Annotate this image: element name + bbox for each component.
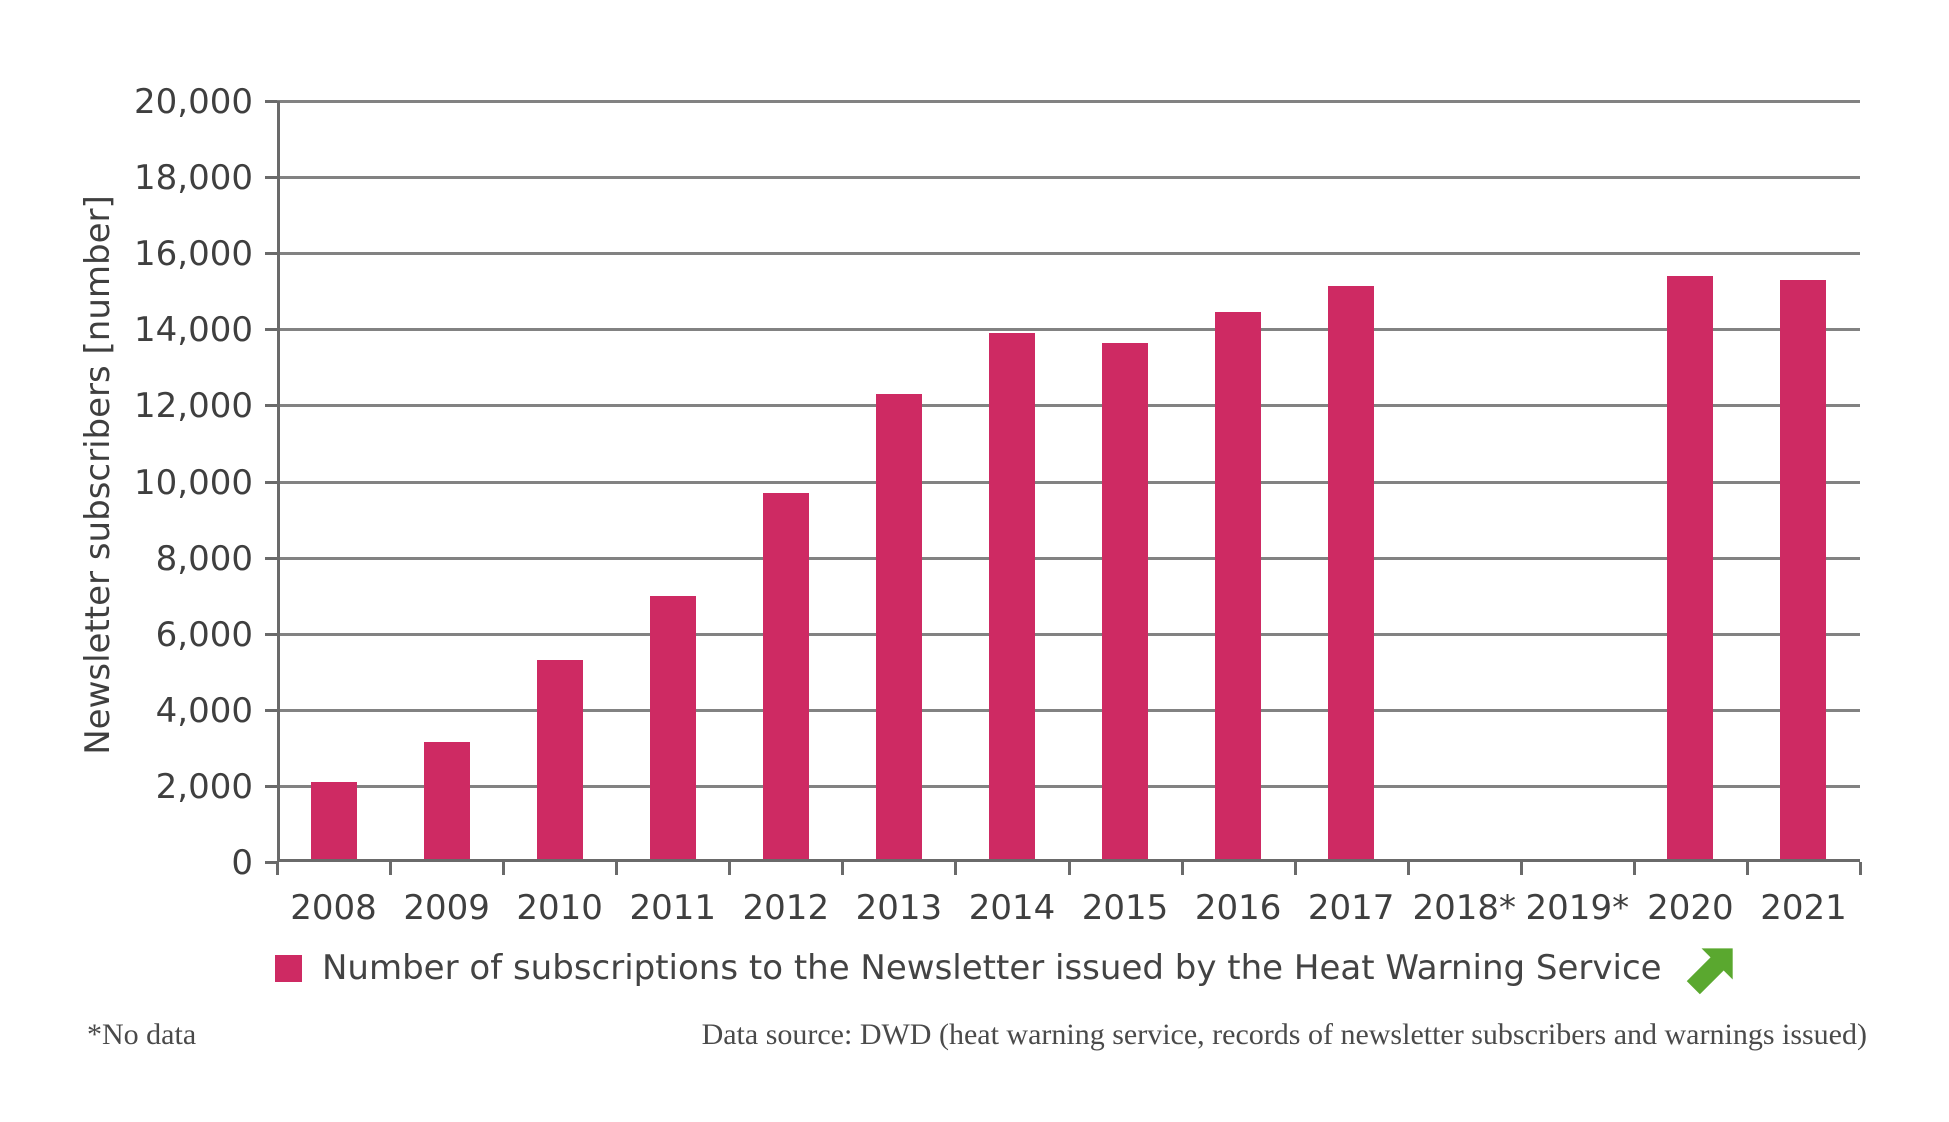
bar-2008	[310, 782, 357, 862]
x-tick-label-2013: 2013	[855, 888, 943, 928]
bar-2017	[1328, 285, 1375, 862]
x-tick-label-2008: 2008	[290, 888, 377, 928]
x-axis-line	[277, 859, 1860, 862]
trend-up-right-arrow-icon	[1686, 948, 1733, 995]
gridline-4000	[277, 708, 1860, 712]
x-tick-13	[1745, 862, 1749, 875]
x-tick-12	[1632, 862, 1636, 875]
y-tick-2000	[265, 784, 278, 788]
bar-2021	[1780, 279, 1827, 862]
x-tick-label-2014: 2014	[968, 888, 1056, 928]
bar-2020	[1667, 276, 1714, 862]
gridline-14000	[277, 328, 1860, 332]
y-tick-0	[265, 861, 278, 864]
legend: Number of subscriptions to the Newslette…	[275, 936, 1742, 1000]
x-tick-10	[1406, 862, 1410, 875]
x-tick-label-2020: 2020	[1647, 888, 1734, 928]
bar-2012	[762, 492, 809, 862]
x-tick-1	[389, 862, 393, 875]
y-tick-8000	[265, 556, 278, 560]
x-tick-5	[841, 862, 845, 875]
gridline-10000	[277, 480, 1860, 484]
y-tick-18000	[265, 176, 278, 180]
x-tick-4	[728, 862, 732, 875]
x-tick-label-2015: 2015	[1081, 888, 1169, 928]
gridline-20000	[277, 100, 1860, 103]
y-tick-label-8000: 8,000	[155, 538, 253, 579]
y-tick-label-20000: 20,000	[134, 82, 253, 122]
y-tick-12000	[265, 404, 278, 408]
x-tick-3	[615, 862, 619, 875]
no-data-footnote: *No data	[87, 1018, 197, 1051]
x-tick-6	[954, 862, 958, 875]
gridline-12000	[277, 404, 1860, 408]
gridline-2000	[277, 784, 1860, 788]
y-tick-label-16000: 16,000	[134, 234, 253, 275]
y-tick-label-2000: 2,000	[155, 766, 253, 807]
bar-2014	[988, 333, 1035, 862]
y-tick-14000	[265, 328, 278, 332]
x-tick-label-2017: 2017	[1307, 888, 1395, 928]
bar-2016	[1215, 312, 1262, 862]
gridline-16000	[277, 252, 1860, 256]
x-tick-8	[1180, 862, 1184, 875]
gridline-8000	[277, 556, 1860, 560]
bar-2015	[1102, 342, 1149, 862]
x-tick-9	[1293, 862, 1297, 875]
x-tick-label-2018*: 2018*	[1412, 888, 1517, 928]
data-source: Data source: DWD (heat warning service, …	[701, 1018, 1867, 1051]
bar-2010	[536, 660, 583, 862]
x-tick-2	[502, 862, 506, 875]
y-axis-line	[277, 101, 280, 862]
x-tick-0	[276, 862, 279, 875]
x-tick-11	[1519, 862, 1523, 875]
x-tick-label-2021: 2021	[1760, 888, 1847, 928]
y-tick-label-12000: 12,000	[134, 386, 253, 427]
legend-swatch	[275, 954, 302, 982]
y-tick-label-6000: 6,000	[155, 614, 253, 655]
gridline-18000	[277, 176, 1860, 180]
x-tick-7	[1067, 862, 1071, 875]
y-tick-16000	[265, 252, 278, 256]
legend-label: Number of subscriptions to the Newslette…	[322, 948, 1662, 988]
y-tick-label-4000: 4,000	[155, 690, 253, 731]
x-tick-label-2010: 2010	[516, 888, 603, 928]
plot-area	[277, 100, 1860, 862]
x-tick-label-2011: 2011	[629, 888, 717, 928]
y-tick-6000	[265, 632, 278, 636]
x-tick-label-2016: 2016	[1194, 888, 1282, 928]
x-tick-label-2009: 2009	[403, 888, 490, 928]
bar-2009	[423, 742, 470, 862]
y-tick-4000	[265, 708, 278, 712]
y-tick-10000	[265, 480, 278, 484]
gridline-6000	[277, 632, 1860, 636]
y-tick-label-0: 0	[231, 843, 253, 883]
y-tick-label-18000: 18,000	[134, 158, 253, 199]
x-tick-label-2019*: 2019*	[1525, 888, 1630, 928]
x-tick-14	[1859, 862, 1862, 875]
y-tick-label-10000: 10,000	[134, 462, 253, 503]
y-tick-20000	[265, 100, 278, 103]
x-tick-label-2012: 2012	[742, 888, 830, 928]
bar-2011	[649, 595, 696, 862]
bar-2013	[875, 394, 922, 862]
y-tick-label-14000: 14,000	[134, 310, 253, 351]
